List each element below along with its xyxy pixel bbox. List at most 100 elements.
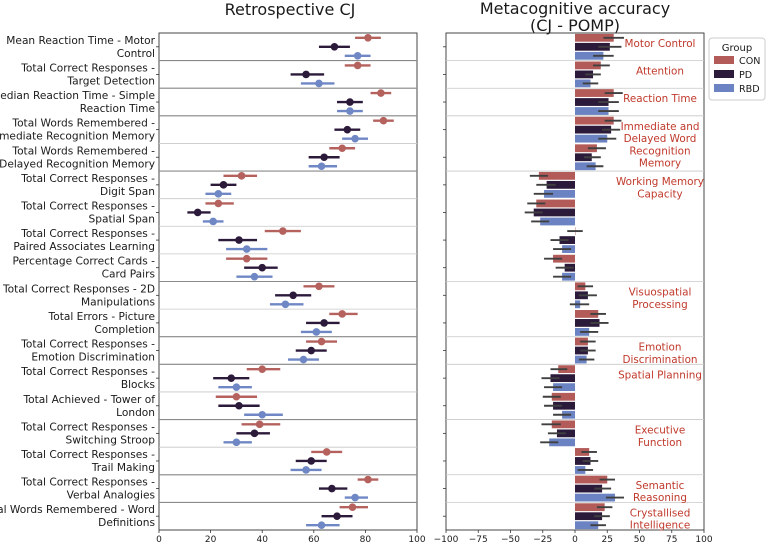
domain-label-line: Immediate and [621,121,700,133]
point-rbd [302,466,310,474]
domain-label: Reaction Time [623,93,697,105]
domain-label-line: Executive [635,425,686,437]
legend-swatch-rbd [714,84,734,92]
task-label-line2: Emotion Discrimination [31,352,155,364]
point-rbd [315,79,323,88]
task-label-line2: Card Pairs [102,269,155,281]
task-label-line2: Target Detection [66,75,155,87]
domain-label-line: Motor Control [625,38,696,50]
task-label: Total Correct Responses - 2D Manipulation… [2,283,155,308]
bar-con [536,199,575,208]
bar-rbd [544,189,575,198]
point-pd [250,429,259,438]
bar-con [551,420,575,429]
point-rbd [281,300,290,309]
point-rbd [317,162,326,171]
right-xtick-label: 0 [572,535,578,542]
domain-label: Spatial Planning [618,369,702,381]
task-label-line2: Blocks [121,379,155,391]
task-label: Total Words Remembered -Delayed Recognit… [0,145,155,170]
right-chart-title-line2: (CJ - POMP) [530,16,620,35]
point-con [322,448,331,456]
point-pd [307,346,316,355]
domain-label-line: Emotion [639,342,682,354]
task-label: Total Achieved - Tower of London [22,394,155,419]
legend-swatch-pd [714,70,734,78]
point-rbd [353,52,362,60]
bar-pd [533,208,575,217]
bar-rbd [575,162,596,171]
task-label-line1: Total Achieved - Tower of [22,394,155,406]
domain-label: Immediate and Delayed Word Recognition Memo… [621,121,700,170]
legend-title: Group [722,43,752,54]
point-con [377,89,385,97]
bar-con [538,171,575,180]
domain-label-line: Capacity [637,188,682,200]
task-label-line2: Trail Making [91,462,155,474]
task-label: Total Correct Responses -Target Detectio… [20,62,155,87]
point-pd [235,236,243,244]
task-label-line2: Immediate Recognition Memory [0,131,155,143]
bar-pd [575,153,592,162]
point-rbd [209,217,217,226]
task-label-line2: Manipulations [81,296,155,308]
domain-label-line: Recognition [629,145,690,157]
task-label: Percentage Correct Cards -Card Pairs [13,256,156,281]
task-label: Total Errors - Picture Completion [48,311,155,336]
task-label-line1: Total Correct Responses - [20,366,155,378]
domain-label-line: Processing [632,299,687,311]
point-con [353,61,362,70]
right-xtick-label: −50 [501,535,520,542]
point-con [348,503,357,511]
point-con [242,254,251,263]
point-rbd [317,521,326,529]
legend-label-rbd: RBD [739,84,760,95]
task-label-line2: Delayed Recognition Memory [0,158,155,170]
task-label-line1: Percentage Correct Cards - [13,256,156,268]
task-label-line1: Total Correct Responses - [20,62,155,74]
metacognitive-accuracy-chart: Metacognitive accuracy (CJ - POMP) Motor… [159,0,713,542]
point-pd [219,181,228,189]
domain-label: Working Memory Capacity [616,176,704,200]
task-label-line1: Total Correct Responses - 2D [2,283,155,295]
point-con [379,116,388,125]
left-chart-title: Retrospective CJ [225,0,356,19]
domain-label-line: Function [638,437,682,449]
task-label-line2: Definitions [98,517,155,529]
bar-rbd [549,438,575,447]
domain-label-line: Semantic [636,480,685,492]
bar-con [575,33,614,42]
right-chart-title-line1: Metacognitive accuracy [480,0,670,18]
point-con [279,227,287,235]
domain-label-line: Reaction Time [623,93,697,105]
task-label: Median Reaction Time - Simple Reaction Ti… [0,90,155,115]
task-label-line2: Spatial Span [89,213,156,225]
point-rbd [346,107,354,115]
point-rbd [299,355,308,364]
point-con [237,172,246,180]
left-xtick-label: 0 [156,535,162,542]
task-label-line2: London [116,407,155,419]
point-con [317,337,326,346]
bar-con [575,475,608,484]
retrospective-cj-chart: Retrospective CJ Mean Reaction Time - Mo… [0,0,426,542]
point-rbd [242,245,251,253]
domain-label-line: Attention [636,66,684,78]
point-pd [289,291,297,300]
point-con [338,144,346,153]
task-label-line1: Total Correct Responses - [20,449,155,461]
point-pd [320,153,328,162]
bar-pd [546,180,575,189]
point-pd [330,43,339,51]
point-con [364,34,372,42]
right-xtick-label: 100 [695,535,712,542]
point-con [214,199,223,208]
bar-pd [550,374,575,383]
task-label-line1: Median Reaction Time - Simple [0,90,155,102]
domain-label: Executive Function [635,425,686,449]
domain-label: Crystallised Intelligence [630,507,691,531]
task-label: Total Words Remembered -Immediate Recogn… [0,118,155,143]
right-xtick-label: −100 [434,535,459,542]
point-pd [346,98,354,106]
bar-rbd [575,51,604,60]
